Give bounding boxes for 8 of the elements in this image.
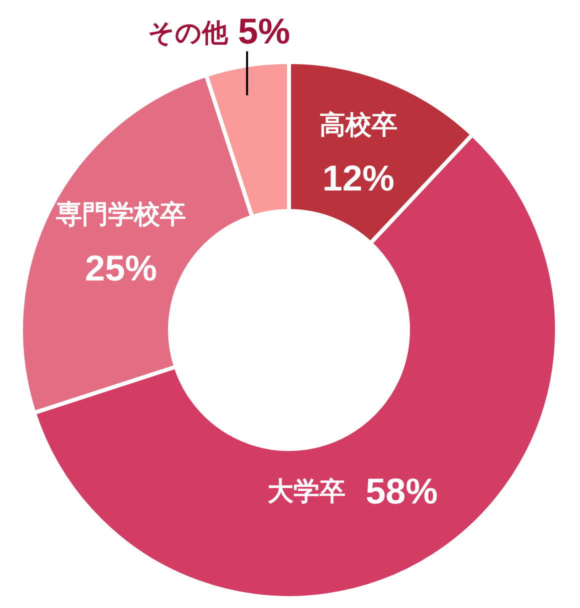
slice-label: その他 (148, 18, 230, 48)
data-label: 5% (238, 10, 290, 52)
slice-label: 高校卒 (319, 110, 398, 140)
slice-label: 大学卒 (268, 477, 346, 508)
data-label: 58% (366, 470, 438, 512)
data-label: 12% (322, 158, 394, 199)
data-label: 25% (85, 247, 158, 288)
slice-label: 専門学校卒 (55, 200, 186, 230)
